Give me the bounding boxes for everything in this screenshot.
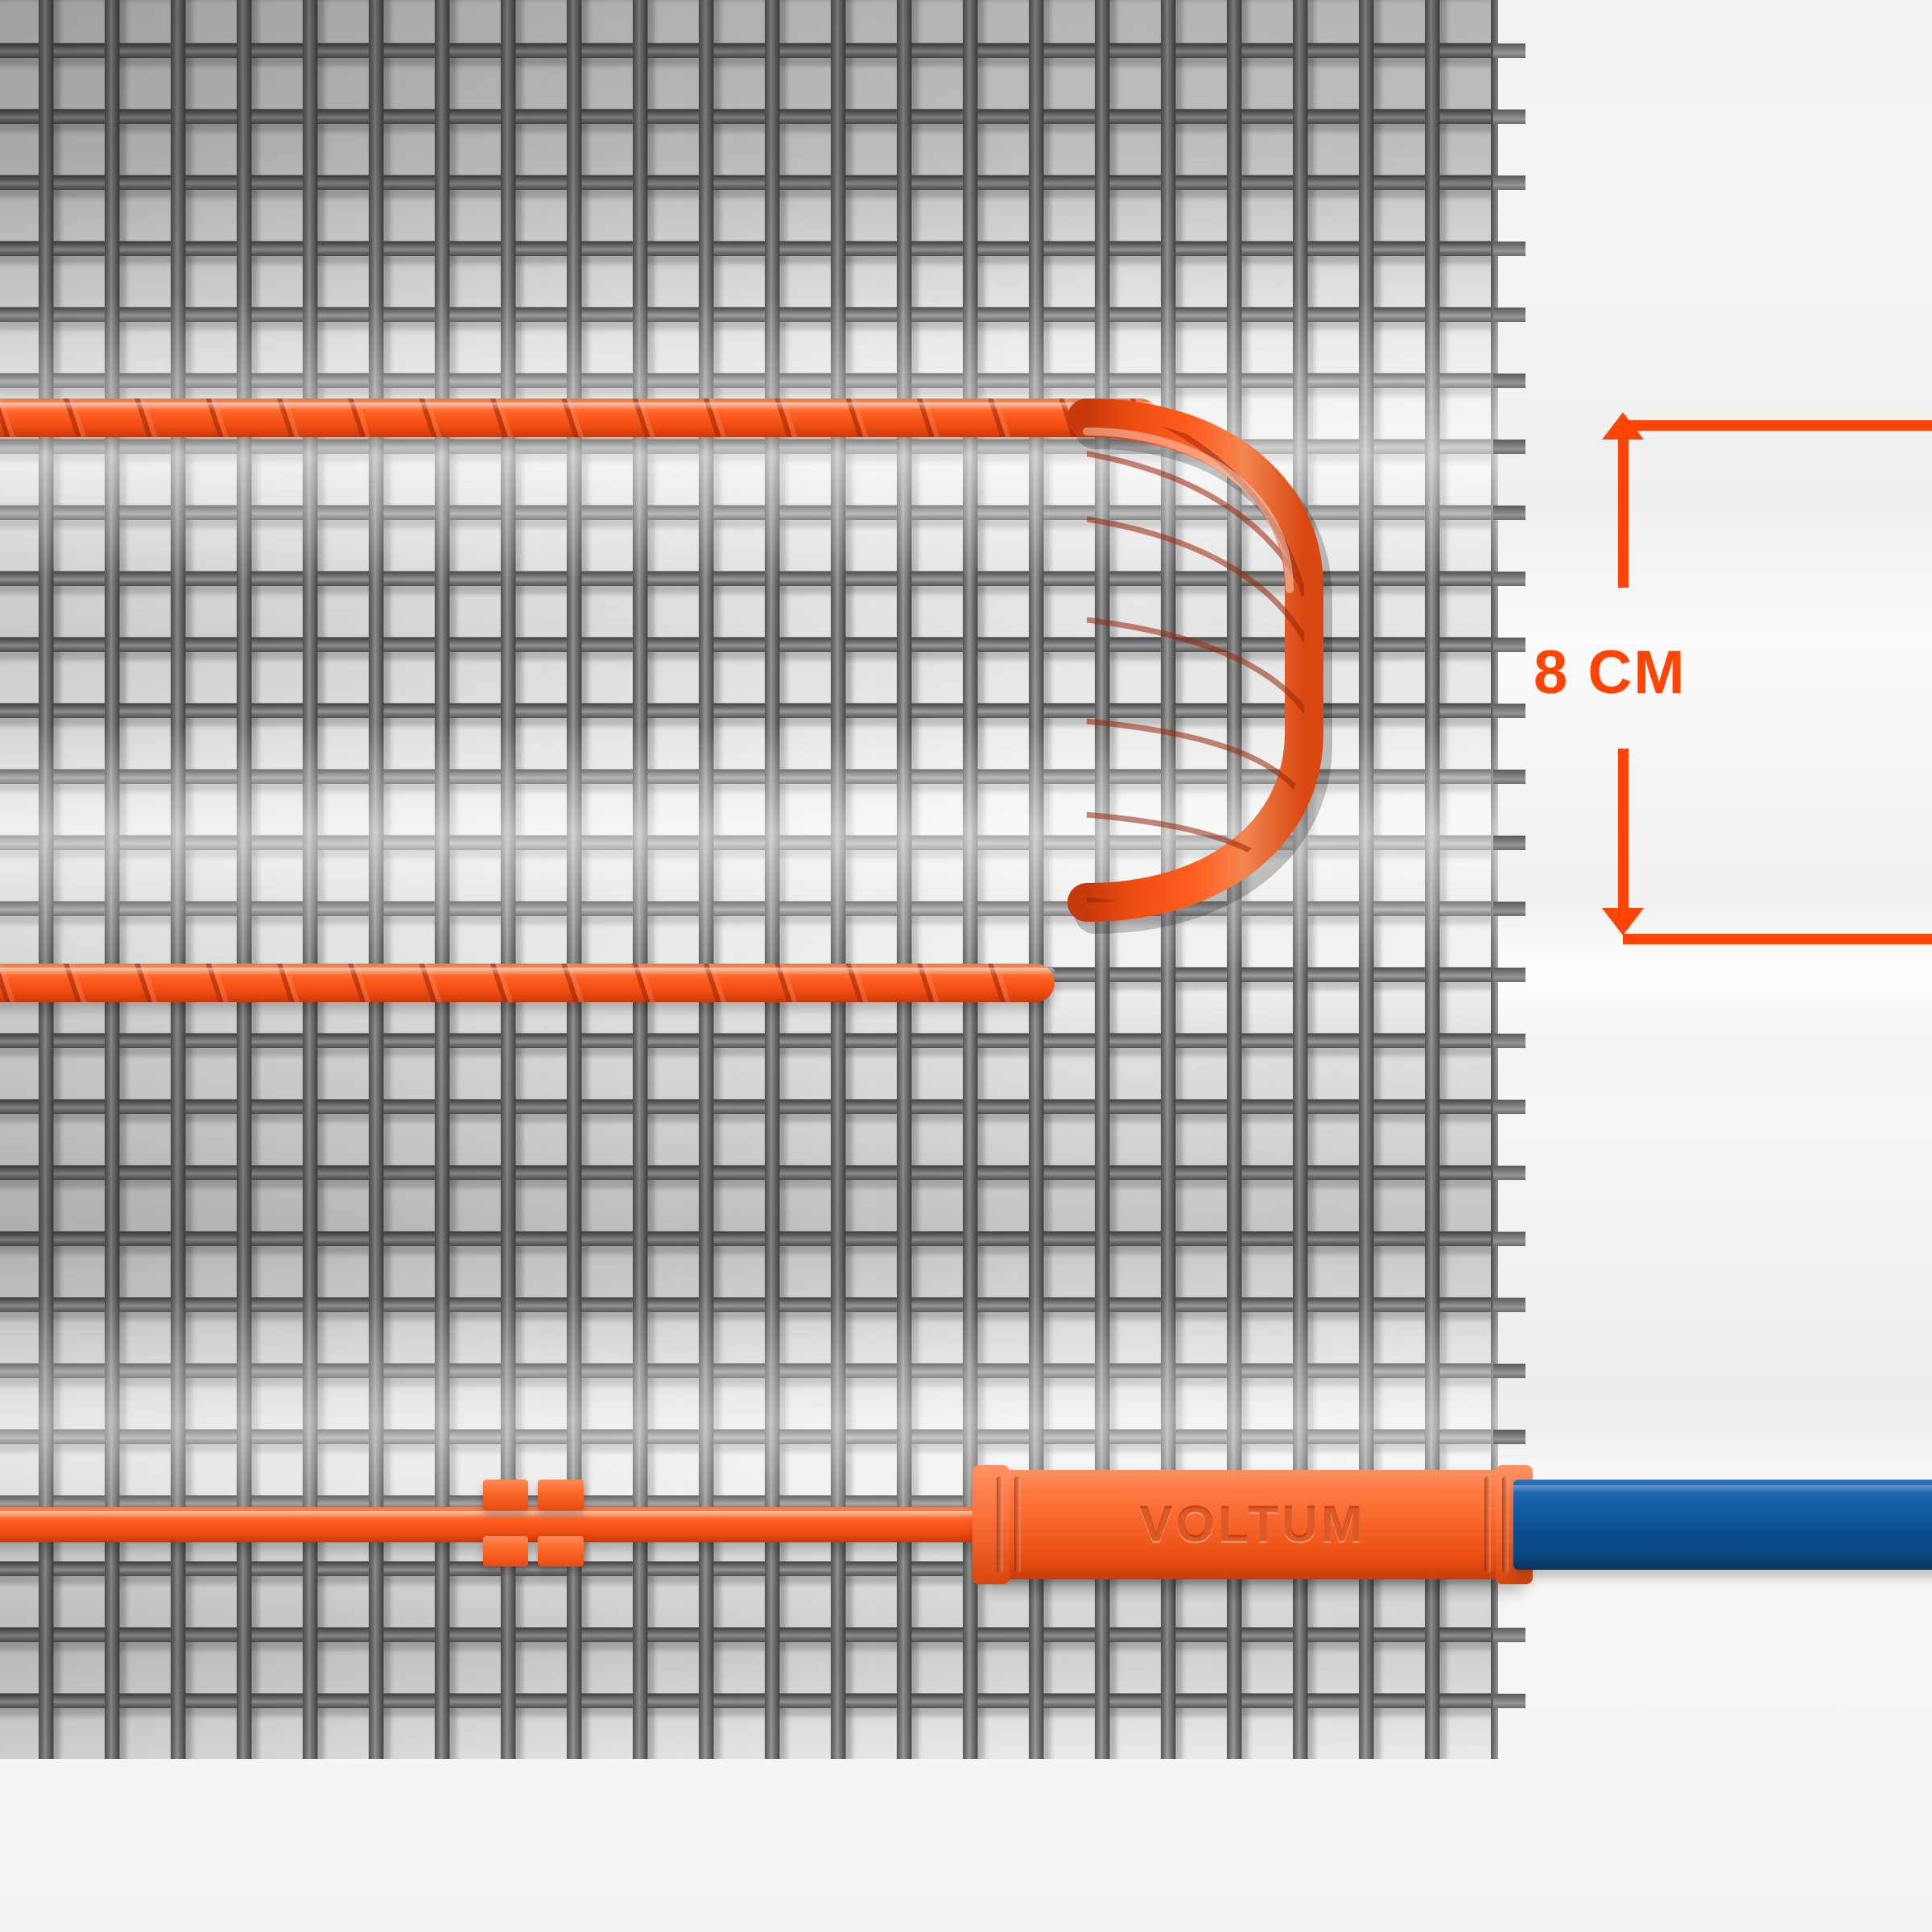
voltum-connector: VOLTUM [972, 1465, 1533, 1584]
dimension-leader-upper [1618, 435, 1629, 588]
dimension-extension-line-top [1623, 420, 1932, 431]
clip-upper-jaw-right [538, 1480, 584, 1510]
heating-cable-run-middle [0, 964, 1055, 1002]
dimension-leader-lower [1618, 749, 1629, 910]
connector-cap-left [972, 1465, 1009, 1584]
connector-rib [997, 1476, 1003, 1573]
dimension-arrow-down [1602, 908, 1644, 935]
heating-cable-run-top [0, 398, 1159, 437]
clip-lower-jaw-right [538, 1536, 584, 1567]
cable-clip [483, 1480, 584, 1570]
blue-cold-lead-cable [1513, 1480, 1932, 1570]
heating-cable-u-bend [1067, 398, 1332, 934]
cable-highlight [0, 1511, 990, 1518]
dimension-label: 8 CM [1534, 638, 1686, 707]
dimension-annotation: 8 CM [1534, 402, 1932, 966]
connector-rib [1502, 1476, 1509, 1573]
clip-upper-jaw [483, 1480, 528, 1510]
dimension-extension-line-bottom [1623, 934, 1932, 944]
connector-brand-label: VOLTUM [1139, 1496, 1366, 1553]
cable-highlight [0, 402, 1159, 410]
connector-rib [1484, 1476, 1491, 1573]
cable-highlight [0, 968, 1055, 975]
connector-rib [1014, 1476, 1021, 1573]
clip-lower-jaw [483, 1536, 528, 1567]
